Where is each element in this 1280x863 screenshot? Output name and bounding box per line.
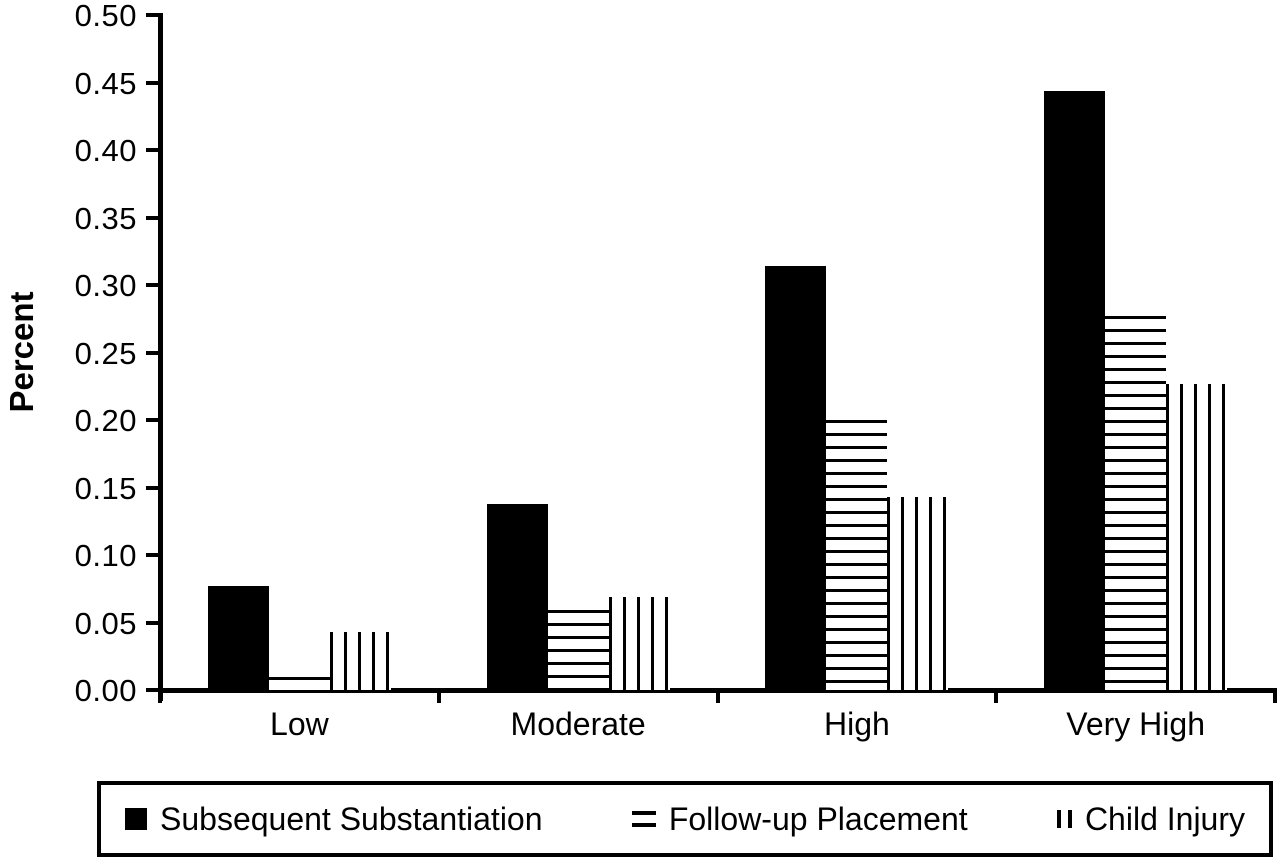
y-tick-0.10 (146, 553, 159, 557)
x-category-label-very-high: Very High (1066, 706, 1205, 742)
bar-subsequent-substantiation-very-high (1044, 90, 1106, 690)
y-tick-label-0.40: 0.40 (74, 133, 137, 168)
y-tick-0.50 (146, 13, 159, 17)
legend: Subsequent Substantiation Follow-up Place… (97, 781, 1273, 857)
y-tick-label-0.05: 0.05 (74, 605, 137, 641)
y-tick-0.35 (146, 215, 159, 220)
legend-label: Child Injury (1084, 801, 1245, 837)
hlines-swatch-icon (631, 811, 656, 827)
y-tick-0.45 (146, 80, 159, 85)
bar-child-injury-moderate (608, 596, 670, 690)
x-tick-0 (158, 690, 162, 703)
y-tick-0.25 (146, 350, 159, 355)
x-tick-2 (715, 690, 720, 703)
y-tick-label-0.30: 0.30 (74, 268, 137, 303)
y-tick-label-0.25: 0.25 (74, 335, 137, 371)
y-tick-label-0.15: 0.15 (74, 470, 137, 506)
bar-child-injury-high (887, 496, 949, 690)
bar-follow-up-placement-very-high (1105, 316, 1167, 690)
legend-label: Subsequent Substantiation (160, 801, 543, 837)
bar-subsequent-substantiation-moderate (486, 503, 548, 690)
y-tick-0.20 (146, 418, 159, 422)
legend-item-child-injury: Child Injury (1056, 801, 1245, 837)
y-tick-0.30 (146, 283, 159, 287)
x-tick-3 (994, 690, 999, 703)
x-tick-1 (436, 690, 441, 703)
y-tick-0.15 (146, 485, 159, 490)
x-category-label-high: High (823, 706, 890, 742)
solid-swatch-icon (125, 808, 147, 830)
y-tick-0.00 (146, 688, 159, 692)
bar-subsequent-substantiation-high (765, 266, 827, 690)
y-tick-label-0.00: 0.00 (74, 673, 137, 708)
y-tick-label-0.35: 0.35 (74, 200, 137, 236)
bar-follow-up-placement-low (268, 676, 330, 690)
y-tick-label-0.50: 0.50 (74, 0, 137, 33)
x-category-label-low: Low (270, 706, 329, 742)
y-tick-0.40 (146, 148, 159, 152)
bar-subsequent-substantiation-low (207, 586, 269, 690)
y-axis (158, 13, 163, 701)
legend-label: Follow-up Placement (668, 801, 968, 837)
x-category-label-moderate: Moderate (510, 706, 646, 742)
bar-follow-up-placement-high (826, 420, 888, 690)
y-tick-label-0.10: 0.10 (74, 538, 137, 573)
bar-child-injury-low (329, 631, 391, 690)
y-tick-label-0.45: 0.45 (74, 65, 137, 101)
legend-item-subsequent-substantiation: Subsequent Substantiation (125, 803, 543, 835)
legend-item-follow-up-placement: Follow-up Placement (631, 801, 968, 837)
bar-follow-up-placement-moderate (547, 610, 609, 690)
y-tick-0.05 (146, 620, 159, 625)
y-tick-label-0.20: 0.20 (74, 403, 137, 438)
y-axis-title: Percent (3, 291, 40, 413)
bar-child-injury-very-high (1166, 383, 1228, 690)
x-tick-4 (1273, 690, 1277, 703)
vlines-swatch-icon (1056, 810, 1072, 828)
